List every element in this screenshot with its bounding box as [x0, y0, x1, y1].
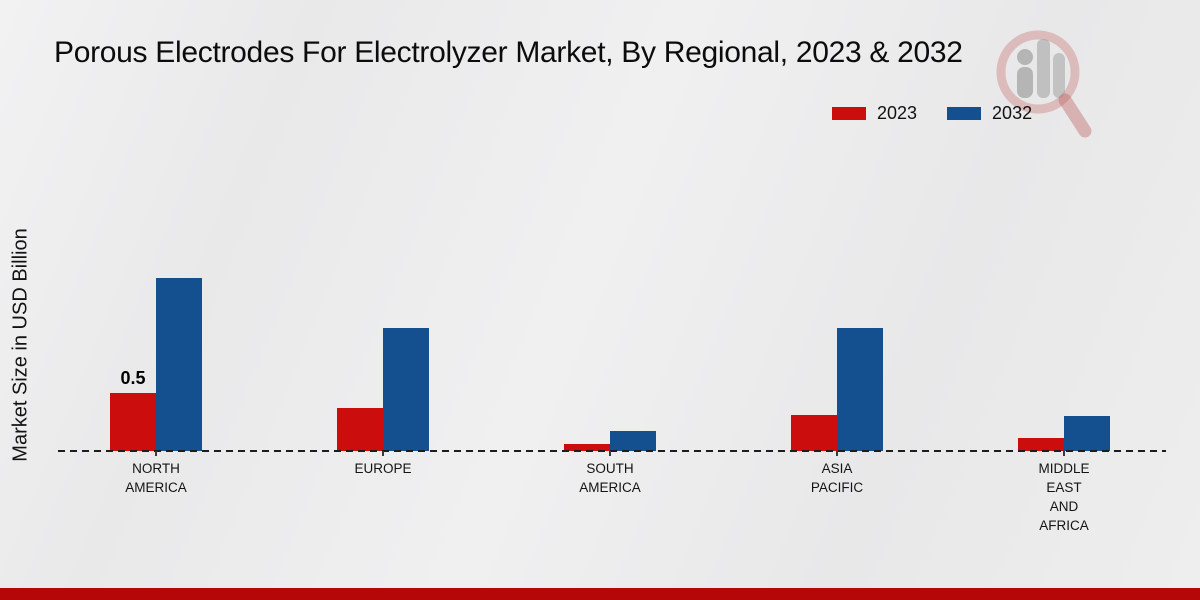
- x-axis-tick-asia-pacific: [836, 451, 838, 456]
- x-axis-dashed-baseline: [58, 450, 1166, 452]
- legend-swatch-2023: [832, 107, 866, 120]
- data-label-2023-north-america: 0.5: [120, 368, 146, 388]
- footer-accent-strip: [0, 588, 1200, 600]
- x-axis-tick-north-america: [155, 451, 157, 456]
- bar-group-asia-pacific: [791, 0, 883, 451]
- bar-group-south-america: [564, 0, 656, 451]
- category-label-europe: EUROPE: [354, 461, 412, 476]
- bar-2023-south-america: [564, 444, 610, 451]
- bar-2032-asia-pacific: [837, 328, 883, 451]
- bar-group-middle-east-and-africa: [1018, 0, 1110, 451]
- legend-item-2032: 2032: [947, 103, 1032, 124]
- bar-group-north-america: 0.5: [110, 0, 202, 451]
- category-label-middle-east-and-africa: MIDDLE EAST AND AFRICA: [1038, 461, 1090, 533]
- bar-2023-middle-east-and-africa: [1018, 438, 1064, 451]
- bar-2032-north-america: [156, 278, 202, 451]
- category-label-north-america: NORTH AMERICA: [125, 461, 187, 495]
- chart-title: Porous Electrodes For Electrolyzer Marke…: [54, 36, 963, 69]
- legend-label-2023: 2023: [877, 103, 918, 123]
- legend: 2023 2032: [832, 103, 1032, 124]
- legend-item-2023: 2023: [832, 103, 917, 124]
- bar-2032-europe: [383, 328, 429, 451]
- bar-2023-asia-pacific: [791, 415, 837, 451]
- bar-group-europe: [337, 0, 429, 451]
- x-axis-tick-europe: [382, 451, 384, 456]
- category-label-asia-pacific: ASIA PACIFIC: [810, 461, 864, 495]
- x-axis-tick-south-america: [609, 451, 611, 456]
- x-axis-tick-middle-east-and-africa: [1063, 451, 1065, 456]
- magnifier-bar-chart-watermark-logo: [996, 30, 1092, 138]
- legend-swatch-2032: [947, 107, 982, 120]
- bar-2032-south-america: [610, 431, 656, 451]
- bar-2023-europe: [337, 408, 383, 451]
- bar-2032-middle-east-and-africa: [1064, 416, 1110, 451]
- legend-label-2032: 2032: [992, 103, 1033, 123]
- category-label-south-america: SOUTH AMERICA: [579, 461, 641, 495]
- bar-2023-north-america: 0.5: [110, 368, 156, 451]
